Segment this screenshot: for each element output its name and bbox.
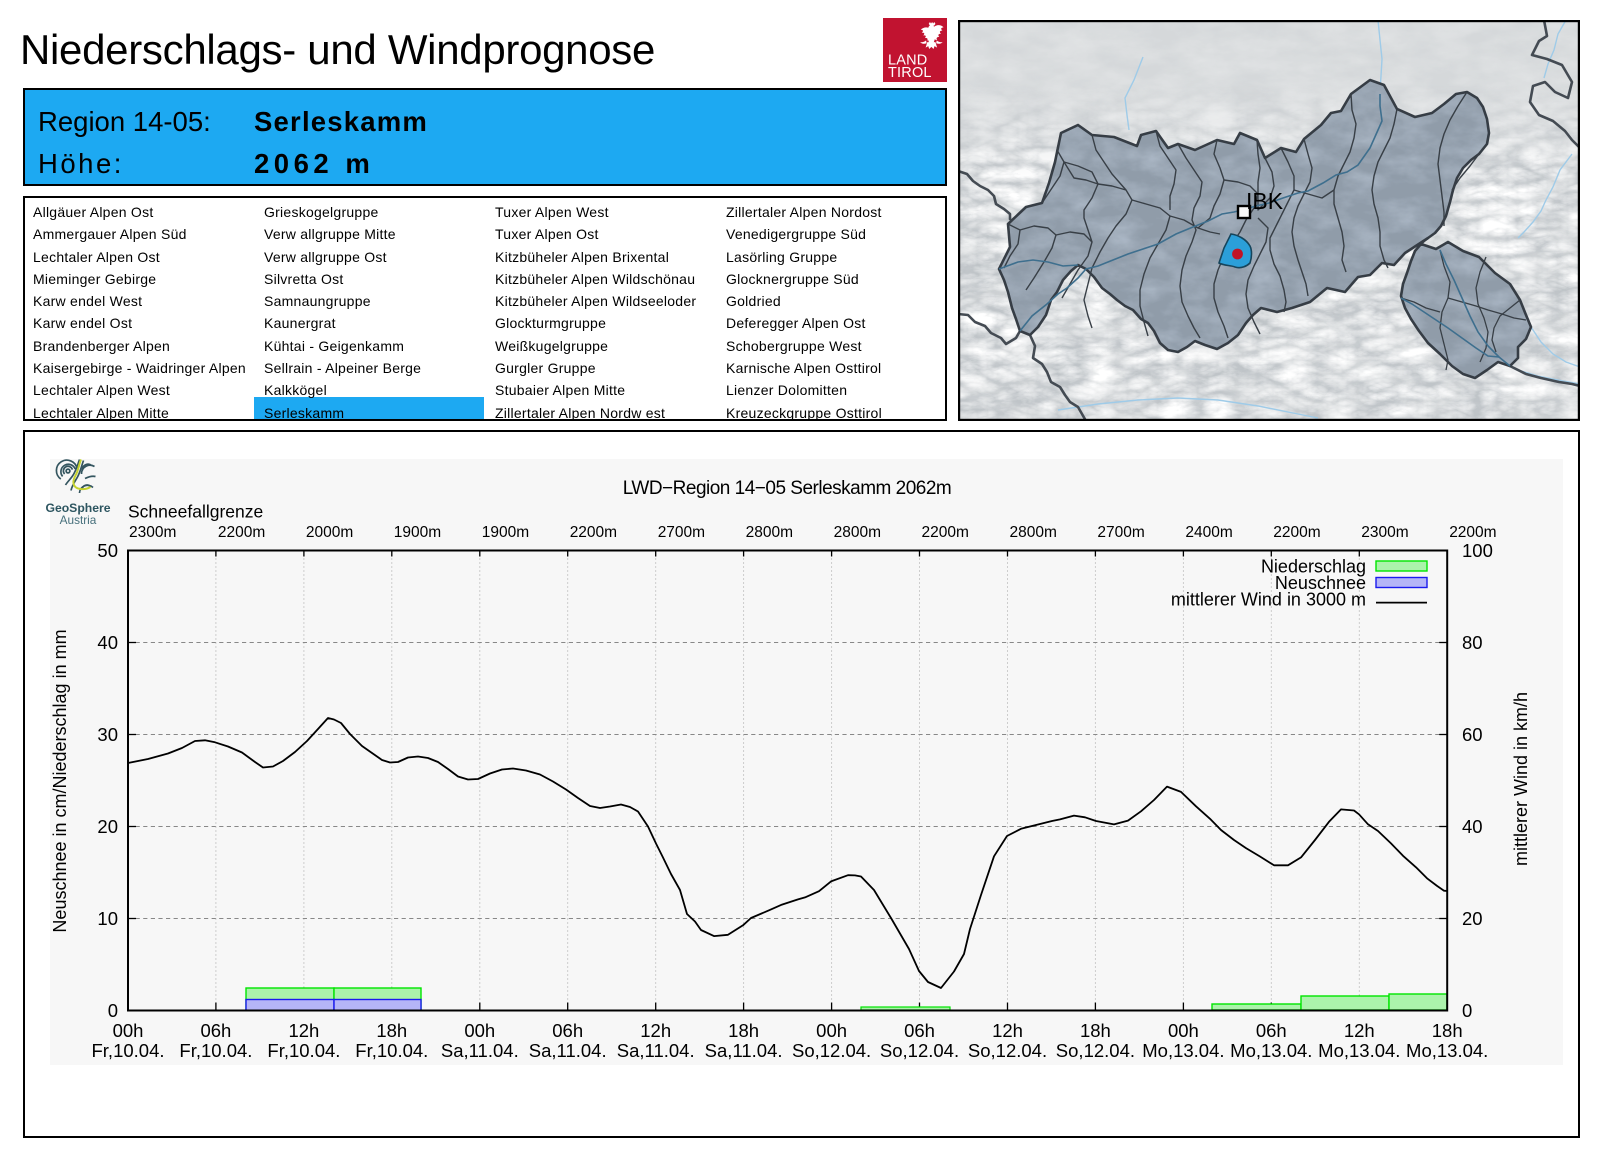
svg-text:2200m: 2200m	[1449, 524, 1496, 541]
svg-text:Mo,13.04.: Mo,13.04.	[1406, 1040, 1488, 1061]
svg-text:12h: 12h	[288, 1020, 319, 1041]
svg-text:So,12.04.: So,12.04.	[792, 1040, 871, 1061]
svg-text:00h: 00h	[464, 1020, 495, 1041]
svg-text:0: 0	[1462, 1000, 1472, 1021]
svg-text:So,12.04.: So,12.04.	[968, 1040, 1047, 1061]
svg-text:IBK: IBK	[1246, 188, 1284, 214]
svg-text:Sa,11.04.: Sa,11.04.	[529, 1040, 607, 1061]
svg-text:LAND: LAND	[888, 53, 927, 69]
svg-text:Fr,10.04.: Fr,10.04.	[355, 1040, 428, 1061]
svg-text:20: 20	[1462, 908, 1483, 929]
svg-text:Austria: Austria	[60, 513, 97, 527]
svg-text:Schneefallgrenze: Schneefallgrenze	[128, 502, 263, 522]
svg-text:2300m: 2300m	[129, 524, 176, 541]
svg-text:Fr,10.04.: Fr,10.04.	[91, 1040, 164, 1061]
svg-text:2200m: 2200m	[1273, 524, 1320, 541]
svg-text:50: 50	[97, 540, 118, 561]
svg-text:30: 30	[97, 724, 118, 745]
svg-text:Sa,11.04.: Sa,11.04.	[617, 1040, 695, 1061]
svg-text:2800m: 2800m	[1010, 524, 1057, 541]
svg-text:2200m: 2200m	[922, 524, 969, 541]
svg-text:Fr,10.04.: Fr,10.04.	[179, 1040, 252, 1061]
svg-text:100: 100	[1462, 540, 1493, 561]
svg-text:mittlerer Wind in 3000 m: mittlerer Wind in 3000 m	[1171, 590, 1366, 610]
svg-text:40: 40	[1462, 816, 1483, 837]
svg-text:18h: 18h	[376, 1020, 407, 1041]
svg-text:40: 40	[97, 632, 118, 653]
svg-text:mittlerer Wind in km/h: mittlerer Wind in km/h	[1511, 692, 1531, 866]
svg-text:Sa,11.04.: Sa,11.04.	[705, 1040, 783, 1061]
svg-text:00h: 00h	[113, 1020, 144, 1041]
svg-text:2700m: 2700m	[1097, 524, 1144, 541]
svg-text:12h: 12h	[992, 1020, 1023, 1041]
svg-text:0: 0	[108, 1000, 118, 1021]
svg-text:06h: 06h	[200, 1020, 231, 1041]
svg-text:2800m: 2800m	[834, 524, 881, 541]
svg-text:06h: 06h	[1256, 1020, 1287, 1041]
svg-text:18h: 18h	[1080, 1020, 1111, 1041]
svg-text:00h: 00h	[1168, 1020, 1199, 1041]
svg-text:80: 80	[1462, 632, 1483, 653]
svg-text:1900m: 1900m	[482, 524, 529, 541]
svg-text:Neuschnee: Neuschnee	[1275, 573, 1366, 593]
svg-text:TIROL: TIROL	[888, 65, 932, 81]
svg-text:LWD−Region 14−05 Serleskamm 20: LWD−Region 14−05 Serleskamm 2062m	[623, 478, 952, 499]
svg-text:Mo,13.04.: Mo,13.04.	[1318, 1040, 1400, 1061]
svg-text:10: 10	[97, 908, 118, 929]
svg-text:20: 20	[97, 816, 118, 837]
svg-text:2000m: 2000m	[306, 524, 353, 541]
svg-text:Mo,13.04.: Mo,13.04.	[1142, 1040, 1224, 1061]
svg-text:06h: 06h	[552, 1020, 583, 1041]
svg-text:2700m: 2700m	[658, 524, 705, 541]
svg-text:So,12.04.: So,12.04.	[880, 1040, 959, 1061]
svg-text:Neuschnee in cm/Niederschlag i: Neuschnee in cm/Niederschlag in mm	[50, 629, 70, 932]
svg-text:18h: 18h	[1432, 1020, 1463, 1041]
svg-text:So,12.04.: So,12.04.	[1056, 1040, 1135, 1061]
svg-text:2200m: 2200m	[570, 524, 617, 541]
svg-text:06h: 06h	[904, 1020, 935, 1041]
svg-text:Niederschlag: Niederschlag	[1261, 557, 1366, 577]
svg-text:Fr,10.04.: Fr,10.04.	[267, 1040, 340, 1061]
svg-text:18h: 18h	[728, 1020, 759, 1041]
svg-text:2200m: 2200m	[218, 524, 265, 541]
svg-text:Sa,11.04.: Sa,11.04.	[441, 1040, 519, 1061]
svg-text:2400m: 2400m	[1185, 524, 1232, 541]
svg-text:2300m: 2300m	[1361, 524, 1408, 541]
svg-text:60: 60	[1462, 724, 1483, 745]
svg-text:GeoSphere: GeoSphere	[45, 501, 110, 515]
svg-text:Mo,13.04.: Mo,13.04.	[1230, 1040, 1312, 1061]
svg-text:2800m: 2800m	[746, 524, 793, 541]
svg-text:12h: 12h	[1344, 1020, 1375, 1041]
svg-text:00h: 00h	[816, 1020, 847, 1041]
svg-text:12h: 12h	[640, 1020, 671, 1041]
svg-text:1900m: 1900m	[394, 524, 441, 541]
